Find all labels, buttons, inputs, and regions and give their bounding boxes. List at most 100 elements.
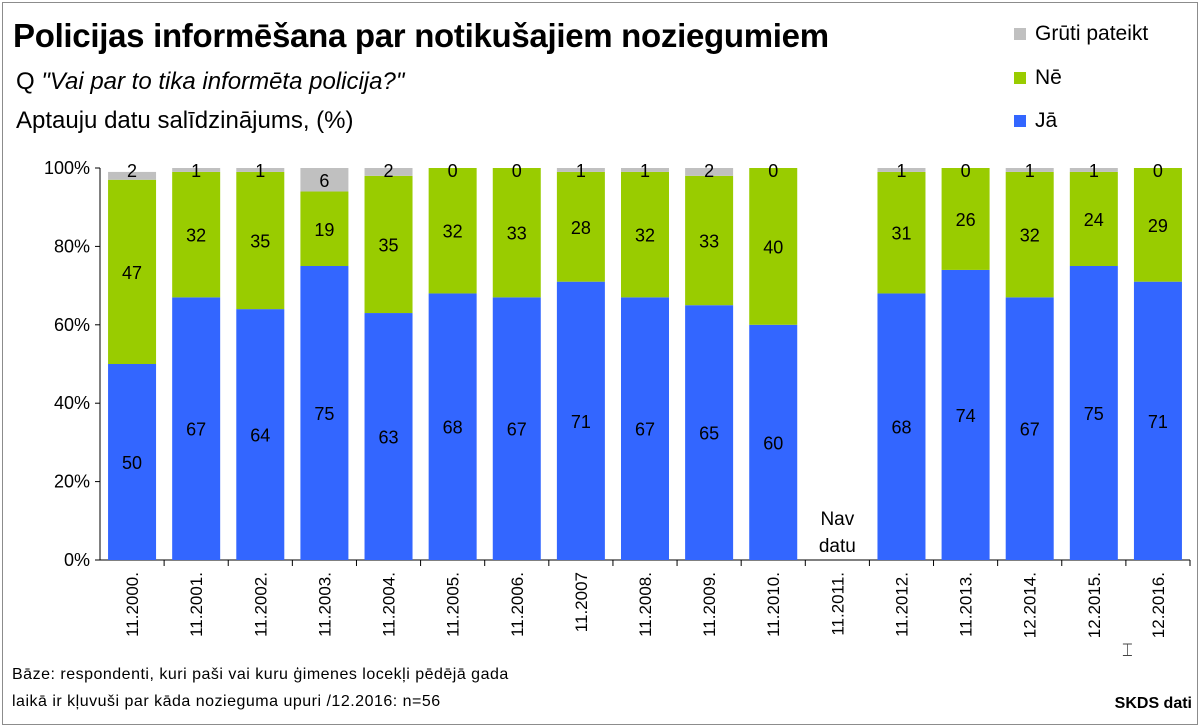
data-label-gruti: 1 — [1089, 161, 1099, 181]
data-label-ja: 67 — [635, 420, 655, 440]
x-tick-label: 11.2002. — [251, 572, 270, 637]
bar-segment-ja — [1133, 281, 1182, 560]
bar-segment-ja — [621, 297, 669, 560]
x-tick-label: 11.2007 — [572, 572, 591, 632]
data-label-ne: 35 — [379, 235, 399, 255]
x-tick-label: 12.2014. — [1021, 572, 1040, 638]
bar-segment-ne — [621, 171, 669, 298]
no-data-label: Nav — [820, 509, 854, 530]
data-label-ne: 19 — [314, 220, 334, 240]
bar-segment-ne — [492, 168, 541, 298]
data-label-gruti: 1 — [1025, 161, 1035, 181]
y-tick-label: 60% — [54, 315, 90, 335]
chart-title: Policijas informēšana par notikušajiem n… — [13, 17, 829, 54]
bar-segment-ja — [941, 269, 990, 560]
data-label-ja: 71 — [571, 412, 591, 432]
data-label-gruti: 1 — [896, 161, 906, 181]
data-label-ne: 40 — [763, 237, 783, 257]
x-tick-label: 11.2011. — [828, 572, 847, 636]
data-label-gruti: 0 — [1153, 161, 1163, 181]
bar-segment-gruti — [108, 171, 157, 180]
bar-segment-gruti — [877, 168, 926, 172]
x-tick-label: 12.2015. — [1085, 572, 1104, 638]
bar-segment-ne — [172, 171, 221, 298]
data-label-gruti: 2 — [384, 161, 394, 181]
x-tick-label: 11.2001. — [187, 572, 206, 637]
data-label-ne: 47 — [122, 263, 142, 283]
y-tick-label: 0% — [64, 550, 90, 570]
legend-swatch-ne — [1014, 72, 1026, 84]
text-cursor-icon: ⌶ — [1122, 640, 1133, 661]
data-label-ja: 75 — [314, 404, 334, 424]
source-label: SKDS dati — [1114, 695, 1192, 712]
y-tick-label: 20% — [54, 472, 90, 492]
y-tick-label: 100% — [44, 158, 90, 178]
data-label-ne: 33 — [507, 224, 527, 244]
bar-segment-ja — [749, 324, 798, 560]
bar-segment-ne — [108, 179, 157, 364]
x-tick-label: 11.2008. — [636, 572, 655, 637]
data-label-ja: 64 — [250, 426, 270, 446]
no-data-label: datu — [819, 536, 856, 557]
data-label-ja: 65 — [699, 424, 719, 444]
legend-item-ja: Jā — [1014, 107, 1057, 135]
data-label-ne: 29 — [1148, 216, 1168, 236]
x-tick-label: 11.2004. — [380, 572, 399, 637]
question-text: "Vai par to tika informēta policija?" — [41, 68, 405, 95]
x-tick-label: 11.2009. — [700, 572, 719, 637]
bar-segment-gruti — [236, 168, 285, 172]
x-tick-label: 11.2010. — [764, 572, 783, 637]
data-label-ne: 32 — [1020, 226, 1040, 246]
bar-segment-ne — [300, 191, 349, 266]
bar-segment-ja — [1069, 266, 1118, 560]
data-label-ne: 32 — [443, 222, 463, 242]
y-tick-label: 80% — [54, 236, 90, 256]
data-label-gruti: 2 — [704, 161, 714, 181]
bar-segment-gruti — [172, 168, 221, 172]
data-label-ja: 71 — [1148, 412, 1168, 432]
x-tick-label: 11.2003. — [315, 572, 334, 637]
bar-segment-ja — [364, 313, 413, 560]
data-label-ja: 67 — [186, 420, 206, 440]
bar-segment-ja — [556, 281, 605, 560]
bar-segment-gruti — [685, 168, 734, 176]
bar-segment-ne — [236, 171, 285, 310]
chart-subtitle: Aptauju datu salīdzinājums, (%) — [16, 107, 354, 134]
bar-segment-ja — [428, 293, 477, 560]
x-tick-label: 11.2005. — [444, 572, 463, 637]
data-label-gruti: 2 — [127, 161, 137, 181]
data-label-ja: 68 — [443, 418, 463, 438]
bar-segment-ne — [877, 171, 926, 294]
data-label-ne: 31 — [891, 224, 911, 244]
bar-segment-ne — [749, 168, 798, 325]
stacked-bar-chart: 0% 20% 40% 60% 80% 100% 11.2000. 50 47 2 11.2001. 6… — [44, 158, 1191, 638]
footnote-line-1: Bāze: respondenti, kuri paši vai kuru ģi… — [12, 666, 509, 683]
y-tick-label: 40% — [54, 393, 90, 413]
data-label-ne: 32 — [635, 226, 655, 246]
x-tick-label: 11.2000. — [123, 572, 142, 637]
data-label-ja: 63 — [379, 428, 399, 448]
data-label-ja: 67 — [507, 420, 527, 440]
data-label-gruti: 1 — [576, 161, 586, 181]
x-tick-label: 11.2012. — [892, 572, 911, 637]
bar-segment-ne — [364, 175, 413, 314]
bar-segment-gruti — [300, 168, 349, 192]
bar-segment-gruti — [1005, 168, 1054, 172]
bar-segment-ja — [877, 293, 926, 560]
data-label-ja: 74 — [956, 406, 976, 426]
legend-label-ne: Nē — [1035, 66, 1062, 89]
x-tick-label: 11.2013. — [957, 572, 976, 637]
bar-segment-ne — [941, 168, 990, 270]
data-label-ja: 68 — [891, 418, 911, 438]
data-label-gruti: 0 — [961, 161, 971, 181]
bar-segment-ne — [1069, 171, 1118, 266]
data-label-ne: 26 — [956, 210, 976, 230]
bar-segment-ne — [556, 171, 605, 282]
data-label-ne: 28 — [571, 218, 591, 238]
bar-segment-ja — [685, 305, 734, 560]
question-line: Q "Vai par to tika informēta policija?" — [16, 68, 404, 96]
bar-segment-ja — [1005, 297, 1054, 560]
bar-segment-gruti — [621, 168, 669, 172]
bar-segment-ne — [1005, 171, 1054, 298]
bar-segment-ne — [1133, 168, 1182, 282]
